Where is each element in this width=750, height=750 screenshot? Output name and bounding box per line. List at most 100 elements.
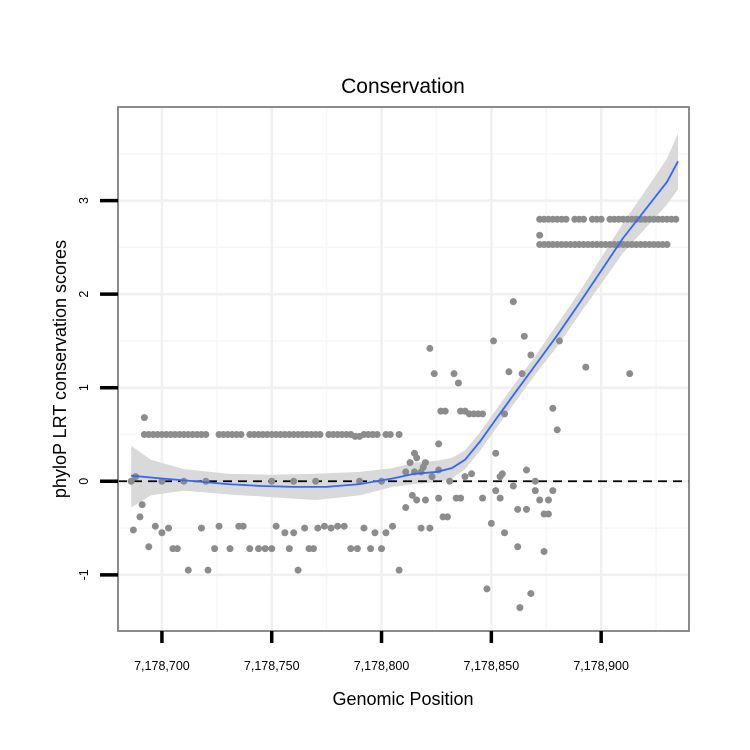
- data-point: [145, 543, 153, 551]
- y-tick-label: 2: [77, 291, 91, 298]
- data-point: [367, 545, 375, 553]
- data-point: [334, 522, 342, 530]
- data-point: [540, 510, 548, 518]
- data-point: [353, 545, 361, 553]
- data-point: [553, 426, 561, 434]
- data-point: [498, 470, 506, 478]
- y-axis: -1 0 1 2 3: [77, 197, 118, 580]
- data-point: [239, 522, 247, 530]
- data-point: [406, 459, 414, 467]
- x-axis-title: Genomic Position: [332, 689, 473, 709]
- data-point: [140, 414, 148, 422]
- data-point: [428, 473, 436, 481]
- data-point: [597, 215, 605, 223]
- data-point: [127, 477, 135, 485]
- data-point: [549, 487, 557, 495]
- data-point: [215, 522, 223, 530]
- data-point: [417, 524, 425, 532]
- data-point: [443, 513, 451, 521]
- data-point: [294, 566, 302, 574]
- data-point: [441, 407, 449, 415]
- data-point: [487, 519, 495, 527]
- data-point: [520, 332, 528, 340]
- data-point: [555, 337, 563, 345]
- data-point: [402, 503, 410, 511]
- data-point: [527, 351, 535, 359]
- data-point: [268, 545, 276, 553]
- data-point: [457, 494, 465, 502]
- data-point: [522, 466, 530, 474]
- data-point: [378, 545, 386, 553]
- data-point: [395, 566, 403, 574]
- data-point: [173, 545, 181, 553]
- data-point: [435, 494, 443, 502]
- confidence-band-layer: [131, 133, 679, 508]
- data-point: [426, 524, 434, 532]
- data-point: [531, 487, 539, 495]
- data-point: [514, 505, 522, 513]
- data-point: [316, 431, 324, 438]
- data-point: [492, 487, 500, 495]
- data-point: [435, 440, 443, 448]
- data-point: [544, 496, 552, 504]
- data-point: [672, 215, 680, 223]
- data-point: [312, 477, 320, 485]
- data-point: [426, 344, 434, 352]
- data-point: [527, 590, 535, 598]
- confidence-band: [131, 133, 679, 508]
- data-point: [483, 585, 491, 593]
- data-point: [468, 470, 476, 478]
- data-point: [197, 524, 205, 532]
- data-point: [580, 215, 588, 223]
- smooth-fit-line: [131, 160, 679, 488]
- data-point: [129, 526, 137, 534]
- data-point: [386, 431, 394, 438]
- data-point: [501, 529, 509, 537]
- data-point: [413, 496, 421, 504]
- data-point: [204, 566, 212, 574]
- data-point: [165, 524, 173, 532]
- data-point: [395, 431, 403, 438]
- y-tick-label: 0: [77, 478, 91, 485]
- data-point: [496, 494, 504, 502]
- x-tick-label: 7,178,850: [464, 659, 520, 673]
- smooth-fit-layer: [131, 160, 679, 488]
- data-point: [327, 524, 335, 532]
- data-point: [509, 298, 517, 306]
- data-point: [320, 522, 328, 530]
- data-point: [419, 463, 427, 471]
- data-point: [314, 524, 322, 532]
- data-point: [347, 545, 355, 553]
- x-tick-label: 7,178,900: [573, 659, 629, 673]
- data-point: [446, 477, 454, 485]
- data-point: [536, 231, 544, 239]
- data-point: [626, 370, 634, 378]
- data-point: [136, 513, 144, 521]
- data-point: [505, 368, 513, 376]
- data-point: [408, 491, 416, 499]
- data-point: [509, 482, 517, 490]
- data-point: [413, 454, 421, 462]
- data-point: [450, 370, 458, 378]
- data-point: [536, 496, 544, 504]
- data-point: [516, 604, 524, 612]
- data-point: [490, 337, 498, 345]
- data-point: [281, 529, 289, 537]
- data-point: [272, 522, 280, 530]
- data-point: [158, 529, 166, 537]
- data-point: [371, 529, 379, 537]
- data-point: [261, 545, 269, 553]
- data-point: [151, 522, 159, 530]
- chart-title: Conservation: [341, 75, 465, 98]
- grid: [118, 107, 689, 631]
- y-tick-label: 3: [77, 197, 91, 204]
- data-point: [290, 477, 298, 485]
- y-tick-label: -1: [77, 569, 91, 580]
- data-point: [285, 545, 293, 553]
- data-point: [501, 410, 509, 418]
- data-point: [514, 543, 522, 551]
- data-point: [360, 524, 368, 532]
- x-axis: 7,178,700 7,178,750 7,178,800 7,178,850 7,17…: [134, 631, 629, 673]
- data-point: [309, 545, 317, 553]
- data-point: [382, 529, 390, 537]
